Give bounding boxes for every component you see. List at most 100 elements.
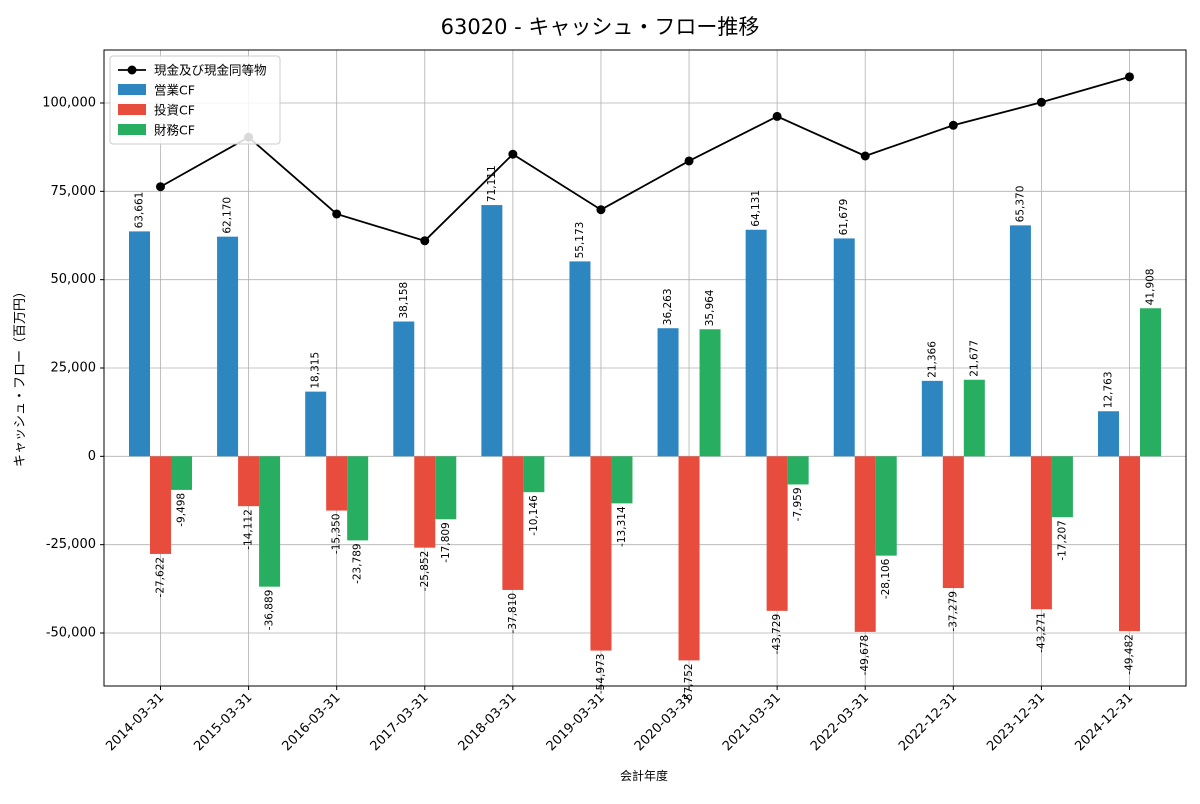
- data-label: 21,677: [968, 340, 980, 377]
- line-point: [508, 149, 518, 159]
- data-label: -7,959: [792, 487, 804, 521]
- legend-color-swatch: [118, 124, 146, 135]
- x-tick-label: 2021-03-31: [720, 690, 784, 754]
- data-label: 65,370: [1014, 186, 1026, 223]
- x-tick-label: 2015-03-31: [191, 690, 255, 754]
- data-label: -43,271: [1035, 612, 1047, 653]
- x-tick-label: 2024-12-31: [1072, 690, 1136, 754]
- bar-3: [963, 379, 985, 457]
- y-tick-label: 25,000: [51, 361, 97, 376]
- bar-3: [259, 456, 281, 587]
- bar-2: [766, 456, 788, 611]
- bar-3: [1140, 308, 1161, 457]
- data-label: -49,678: [859, 635, 871, 676]
- bar-2: [238, 456, 260, 507]
- bar-1: [921, 380, 943, 457]
- data-label: -54,973: [595, 654, 607, 695]
- bar-1: [833, 238, 855, 457]
- line-point: [420, 236, 430, 246]
- bar-3: [611, 456, 633, 504]
- data-label: -37,810: [507, 593, 519, 634]
- line-point: [860, 151, 870, 161]
- bar-1: [217, 236, 239, 457]
- bars-layer: [129, 205, 1161, 661]
- bar-1: [393, 321, 415, 457]
- data-label: 21,366: [926, 341, 938, 378]
- x-tick-label: 2016-03-31: [279, 690, 343, 754]
- y-axis-label: キャッシュ・フロー（百万円）: [13, 285, 28, 467]
- x-tick-label: 2022-03-31: [808, 690, 872, 754]
- x-tick-label: 2020-03-31: [632, 690, 696, 754]
- data-label: -23,789: [352, 543, 364, 584]
- x-tick-label: 2014-03-31: [103, 690, 167, 754]
- bar-2: [414, 456, 436, 548]
- data-label: -13,314: [616, 506, 628, 547]
- x-tick-label: 2019-03-31: [544, 690, 608, 754]
- data-label: -37,279: [947, 591, 959, 632]
- data-label: 35,964: [704, 289, 716, 326]
- legend-color-swatch: [118, 84, 146, 95]
- bar-2: [326, 456, 348, 511]
- data-labels-layer: 63,661 62,170 18,315 38,158 71,111 55,173 36,2…: [134, 165, 1157, 704]
- data-label: -10,146: [528, 495, 540, 536]
- line-layer: [156, 72, 1134, 246]
- line-point: [772, 111, 782, 121]
- x-tick-label: 2022-12-31: [896, 690, 960, 754]
- bar-2: [678, 456, 700, 661]
- bar-2: [502, 456, 524, 590]
- data-label: -14,112: [243, 509, 255, 550]
- data-label: -27,622: [155, 557, 167, 598]
- bar-1: [305, 391, 327, 457]
- legend-label: 財務CF: [154, 123, 195, 138]
- data-label: -43,729: [771, 614, 783, 655]
- line-point: [332, 209, 342, 219]
- data-label: 62,170: [222, 197, 234, 234]
- line-point: [1036, 97, 1046, 107]
- bar-1: [1098, 411, 1119, 457]
- y-tick-label: 100,000: [42, 96, 96, 111]
- line-point: [596, 205, 606, 215]
- x-tick-label: 2017-03-31: [368, 690, 432, 754]
- data-label: 41,908: [1145, 269, 1157, 306]
- line-point: [156, 182, 165, 192]
- legend-color-swatch: [118, 104, 146, 115]
- data-label: -15,350: [331, 514, 343, 555]
- bar-3: [875, 456, 897, 556]
- x-tick-label: 2018-03-31: [456, 690, 520, 754]
- data-label: 55,173: [574, 222, 586, 259]
- data-label: -17,809: [440, 522, 452, 563]
- data-label: 71,111: [486, 165, 498, 202]
- x-axis-label: 会計年度: [620, 768, 668, 783]
- bar-1: [1009, 225, 1031, 457]
- bar-1: [569, 261, 591, 457]
- data-label: 18,315: [310, 352, 322, 389]
- bar-3: [1051, 456, 1073, 518]
- line-point: [684, 156, 694, 166]
- bar-1: [129, 231, 150, 457]
- bar-3: [787, 456, 809, 485]
- x-tick-label: 2023-12-31: [984, 690, 1048, 754]
- cash-equivalents-line: [160, 75, 1130, 242]
- bar-2: [1119, 456, 1140, 632]
- data-label: -17,207: [1056, 520, 1068, 561]
- data-label: 12,763: [1103, 371, 1115, 408]
- bar-3: [347, 456, 369, 541]
- legend-marker-swatch: [127, 65, 137, 75]
- bar-3: [435, 456, 457, 520]
- bar-1: [745, 229, 767, 457]
- bar-2: [590, 456, 612, 651]
- data-label: -57,752: [683, 663, 695, 704]
- data-label: 63,661: [134, 192, 146, 229]
- legend-label: 現金及び現金同等物: [154, 63, 267, 78]
- y-tick-label: 75,000: [51, 184, 97, 199]
- data-label: -25,852: [419, 551, 431, 592]
- chart-title: 63020 - キャッシュ・フロー推移: [441, 15, 760, 39]
- data-label: -49,482: [1124, 634, 1136, 675]
- bar-3: [523, 456, 545, 493]
- data-label: 36,263: [662, 288, 674, 325]
- bar-1: [481, 205, 503, 457]
- line-point: [948, 120, 958, 130]
